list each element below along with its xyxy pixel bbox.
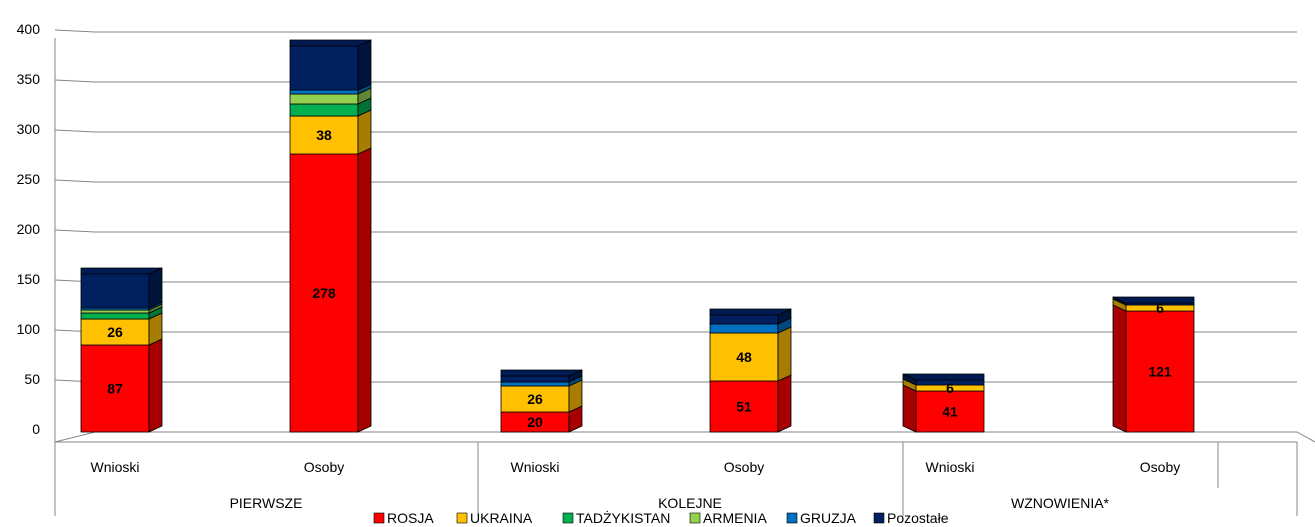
bar-segment-side	[777, 326, 792, 382]
y-axis: 0 50 100 150 200 250 300 350 400	[17, 21, 56, 442]
data-label: 6	[946, 380, 954, 396]
bar-segment	[500, 385, 570, 413]
legend: ROSJA UKRAINA TADŻYKISTAN ARMENIA GRUZJA Pozo…	[373, 509, 949, 526]
bar-segment	[1125, 310, 1195, 433]
data-label: 26	[107, 324, 123, 340]
x-group-label: WZNOWIENIA*	[1011, 495, 1110, 511]
bar-segment-side	[357, 147, 372, 433]
x-category-label: Wnioski	[510, 459, 559, 475]
legend-swatch	[373, 512, 385, 524]
legend-swatch	[873, 512, 885, 524]
y-tick-label: 350	[17, 71, 41, 87]
x-category-label: Osoby	[1140, 459, 1180, 475]
bar-segment	[709, 380, 779, 433]
bar-top	[80, 267, 163, 275]
bar-segment	[80, 344, 150, 433]
gridline	[54, 329, 1297, 333]
y-tick-label: 250	[17, 171, 41, 187]
data-label: 26	[527, 391, 543, 407]
legend-swatch	[786, 512, 798, 524]
bars: 87 26 278 38 20 26 51 48 41 6 121 6	[80, 39, 1195, 433]
bar-segment	[709, 314, 779, 325]
bar-top	[289, 39, 372, 47]
data-label: 51	[736, 399, 752, 415]
legend-label: TADŻYKISTAN	[576, 509, 670, 526]
bar-segment	[289, 153, 359, 433]
bar-segment	[289, 93, 359, 105]
y-tick-label: 50	[24, 371, 40, 387]
y-tick-label: 100	[17, 321, 41, 337]
legend-label: Pozostałe	[887, 510, 949, 526]
x-category-label: Wnioski	[925, 459, 974, 475]
legend-swatch	[689, 512, 701, 524]
data-label: 87	[107, 381, 123, 397]
gridline	[54, 179, 1297, 183]
bar-segment-side	[1112, 304, 1127, 433]
x-group-label: KOLEJNE	[658, 495, 722, 511]
data-label: 6	[1156, 300, 1164, 316]
data-label: 48	[736, 349, 752, 365]
x-axis: Wnioski Osoby Wnioski Osoby Wnioski Osoby PIER…	[54, 442, 1298, 516]
floor-line	[54, 431, 1315, 443]
data-label: 121	[1148, 364, 1172, 380]
bar-top	[500, 369, 583, 377]
bar-segment	[709, 323, 779, 334]
gridline	[54, 79, 1297, 83]
bar-segment-side	[902, 384, 917, 433]
bar-segment	[289, 103, 359, 117]
y-tick-label: 0	[32, 421, 40, 437]
data-label: 41	[942, 404, 958, 420]
y-tick-label: 150	[17, 271, 41, 287]
legend-label: ROSJA	[387, 510, 434, 526]
bar-top	[709, 308, 792, 316]
bar-segment	[80, 309, 150, 314]
gridline	[54, 229, 1297, 233]
data-label: 38	[316, 127, 332, 143]
bar-segment	[500, 381, 570, 387]
bar-segment-side	[777, 374, 792, 433]
bar-segment-side	[148, 267, 163, 309]
data-label: 278	[312, 285, 336, 301]
data-label: 20	[527, 414, 543, 430]
legend-swatch	[456, 512, 468, 524]
gridlines	[54, 29, 1315, 443]
bar-segment	[80, 312, 150, 320]
bar-segment	[289, 45, 359, 91]
gridline	[54, 129, 1297, 133]
bar-segment	[289, 89, 359, 95]
y-tick-label: 400	[17, 21, 41, 37]
gridline	[54, 29, 1297, 33]
bar-segment	[915, 390, 985, 433]
y-tick-label: 300	[17, 121, 41, 137]
bar-segment-side	[357, 109, 372, 155]
bar-top	[902, 373, 985, 381]
y-tick-label: 200	[17, 221, 41, 237]
bar-segment-side	[148, 338, 163, 433]
x-group-label: PIERWSZE	[230, 495, 303, 511]
legend-label: UKRAINA	[470, 510, 533, 526]
x-category-label: Osoby	[724, 459, 764, 475]
legend-label: ARMENIA	[703, 510, 767, 526]
bar-top	[1112, 296, 1195, 304]
bar-segment	[500, 375, 570, 383]
x-category-label: Osoby	[304, 459, 344, 475]
x-category-label: Wnioski	[90, 459, 139, 475]
bar-segment	[80, 273, 150, 309]
bar-segment	[80, 318, 150, 346]
bar-segment-side	[357, 39, 372, 91]
legend-swatch	[562, 512, 574, 524]
legend-label: GRUZJA	[800, 510, 857, 526]
gridline	[54, 379, 1297, 383]
gridline	[54, 279, 1297, 283]
